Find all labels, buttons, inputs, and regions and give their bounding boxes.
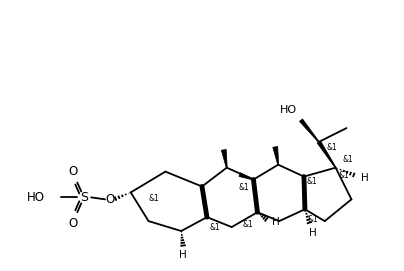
Text: &1: &1	[327, 143, 337, 152]
Text: O: O	[69, 165, 78, 178]
Text: &1: &1	[210, 222, 221, 231]
Text: H: H	[362, 173, 369, 183]
Text: O: O	[105, 193, 115, 206]
Text: &1: &1	[239, 183, 250, 192]
Text: &1: &1	[149, 194, 159, 203]
Text: O: O	[69, 217, 78, 230]
Polygon shape	[317, 141, 336, 168]
Text: &1: &1	[307, 177, 318, 186]
Polygon shape	[221, 149, 227, 168]
Polygon shape	[299, 119, 319, 142]
Polygon shape	[273, 146, 279, 165]
Text: H: H	[179, 250, 187, 260]
Text: S: S	[80, 191, 88, 204]
Text: &1: &1	[339, 171, 349, 180]
Polygon shape	[239, 173, 254, 180]
Text: HO: HO	[27, 191, 44, 204]
Text: &1: &1	[243, 220, 253, 228]
Text: HO: HO	[280, 105, 297, 115]
Text: H: H	[272, 217, 280, 227]
Text: &1: &1	[342, 155, 353, 164]
Text: H: H	[309, 228, 317, 238]
Text: &1: &1	[308, 215, 319, 224]
